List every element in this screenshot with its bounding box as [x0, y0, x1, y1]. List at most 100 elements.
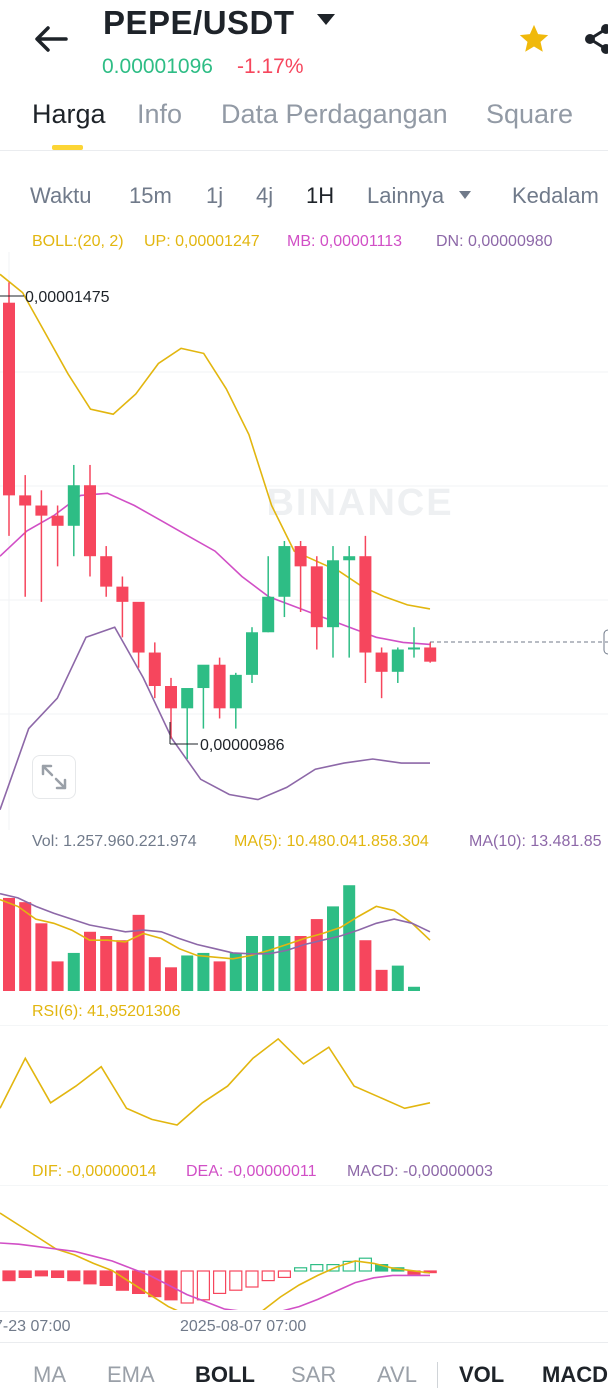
pair-title[interactable]: PEPE/USDT	[103, 4, 336, 42]
favorite-button[interactable]	[517, 22, 551, 61]
tf-more-label: Lainnya	[367, 183, 445, 208]
volume-bar	[391, 965, 404, 991]
candle	[408, 647, 420, 650]
candle	[359, 556, 372, 653]
vol-ma10-line	[0, 892, 431, 955]
low-marker-label: 0,00000986	[200, 737, 285, 754]
volume-bar	[116, 940, 129, 991]
volume-bar	[148, 957, 161, 991]
macd-bar	[229, 1270, 243, 1291]
ind-vol[interactable]: VOL	[459, 1362, 505, 1387]
candle	[84, 485, 96, 557]
rsi-label: RSI(6): 41,95201306	[32, 1003, 181, 1020]
vol-ma5-line	[0, 898, 431, 960]
tf-waktu[interactable]: Waktu	[30, 183, 92, 208]
watermark: BINANCE	[266, 482, 453, 524]
candle	[375, 652, 388, 672]
rsi-line	[0, 1037, 431, 1126]
fullscreen-button[interactable]	[32, 755, 76, 799]
candle	[100, 556, 113, 587]
candle	[35, 505, 48, 516]
macd-dif-line	[0, 1212, 431, 1310]
price-change: -1.17%	[237, 55, 304, 78]
active-tab-indicator	[52, 145, 83, 150]
last-price: 0.00001096	[102, 55, 213, 78]
candle	[51, 515, 64, 526]
back-button[interactable]	[30, 22, 70, 56]
candle	[67, 485, 80, 526]
candle	[181, 688, 194, 709]
macd-bar	[196, 1270, 210, 1301]
candle	[310, 566, 323, 628]
candle	[278, 546, 291, 597]
volume-bar	[343, 885, 356, 991]
boll-up: UP: 0,00001247	[144, 233, 260, 250]
macd-bar	[67, 1270, 81, 1282]
volume-bar	[197, 952, 210, 991]
tf-15m[interactable]: 15m	[129, 183, 172, 208]
macd-dea: DEA: -0,00000011	[186, 1163, 317, 1180]
volume-bar	[67, 952, 80, 991]
volume-bar	[229, 952, 242, 991]
ind-sar[interactable]: SAR	[291, 1362, 337, 1387]
volume-bar	[84, 931, 96, 991]
macd-bar	[245, 1270, 259, 1288]
high-marker-label: 0,00001475	[25, 289, 110, 306]
volume-bar	[375, 969, 388, 991]
ind-ma[interactable]: MA	[33, 1362, 66, 1387]
candle	[262, 596, 275, 633]
price-tag	[603, 629, 608, 655]
macd-bar	[99, 1270, 113, 1286]
macd-bar	[310, 1263, 324, 1272]
back-arrow-icon	[35, 26, 68, 52]
candle	[197, 664, 210, 689]
tab-square[interactable]: Square	[486, 99, 574, 129]
candle	[165, 686, 177, 709]
tab-harga[interactable]: Harga	[32, 99, 106, 129]
tf-depth[interactable]: Kedalam	[512, 183, 599, 208]
macd-chart	[0, 1185, 608, 1310]
ind-boll[interactable]: BOLL	[195, 1362, 255, 1387]
volume-chart	[0, 885, 431, 991]
vol-ma10: MA(10): 13.481.85	[469, 833, 602, 850]
tab-data-perdagangan[interactable]: Data Perdagangan	[221, 99, 448, 129]
volume-bar	[310, 919, 323, 991]
volume-bar	[181, 955, 194, 991]
candle	[229, 674, 242, 709]
ind-macd[interactable]: MACD	[542, 1362, 608, 1387]
rsi-chart	[0, 1025, 608, 1126]
share-button[interactable]	[582, 22, 608, 61]
macd-bar	[164, 1270, 178, 1301]
vol-ma5: MA(5): 10.480.041.858.304	[234, 833, 429, 850]
tabs-divider	[0, 150, 608, 151]
ind-avl[interactable]: AVL	[377, 1362, 417, 1387]
ind-ema[interactable]: EMA	[107, 1362, 155, 1387]
candle	[3, 302, 15, 496]
volume-bar	[359, 940, 372, 991]
candle	[213, 664, 226, 709]
volume-bar	[51, 961, 64, 991]
caret-down-icon	[317, 14, 336, 25]
tf-4j[interactable]: 4j	[256, 183, 274, 208]
volume-bar	[213, 961, 226, 991]
candlestick-chart[interactable]: BINANCE 0,00001475 0,00000986	[0, 252, 608, 830]
macd-bar	[50, 1270, 65, 1279]
expand-icon	[41, 764, 67, 790]
x-axis-label-2: 2025-08-07 07:00	[180, 1318, 307, 1335]
boll-dn: DN: 0,00000980	[436, 233, 553, 250]
macd-dea-line	[0, 1242, 430, 1310]
volume-bar	[262, 936, 275, 991]
tab-info[interactable]: Info	[137, 99, 183, 129]
tf-1j[interactable]: 1j	[206, 183, 224, 208]
caret-down-icon	[459, 191, 472, 199]
volume-bar	[35, 923, 48, 991]
share-icon	[585, 24, 608, 54]
candle	[294, 546, 307, 567]
volume-bar	[3, 897, 15, 991]
bottom-tab-separator	[437, 1362, 438, 1388]
tf-1h[interactable]: 1H	[306, 183, 335, 208]
macd-bar	[34, 1270, 49, 1277]
macd-bar	[326, 1263, 340, 1272]
tf-more[interactable]: Lainnya	[367, 183, 472, 209]
candle	[391, 649, 404, 672]
